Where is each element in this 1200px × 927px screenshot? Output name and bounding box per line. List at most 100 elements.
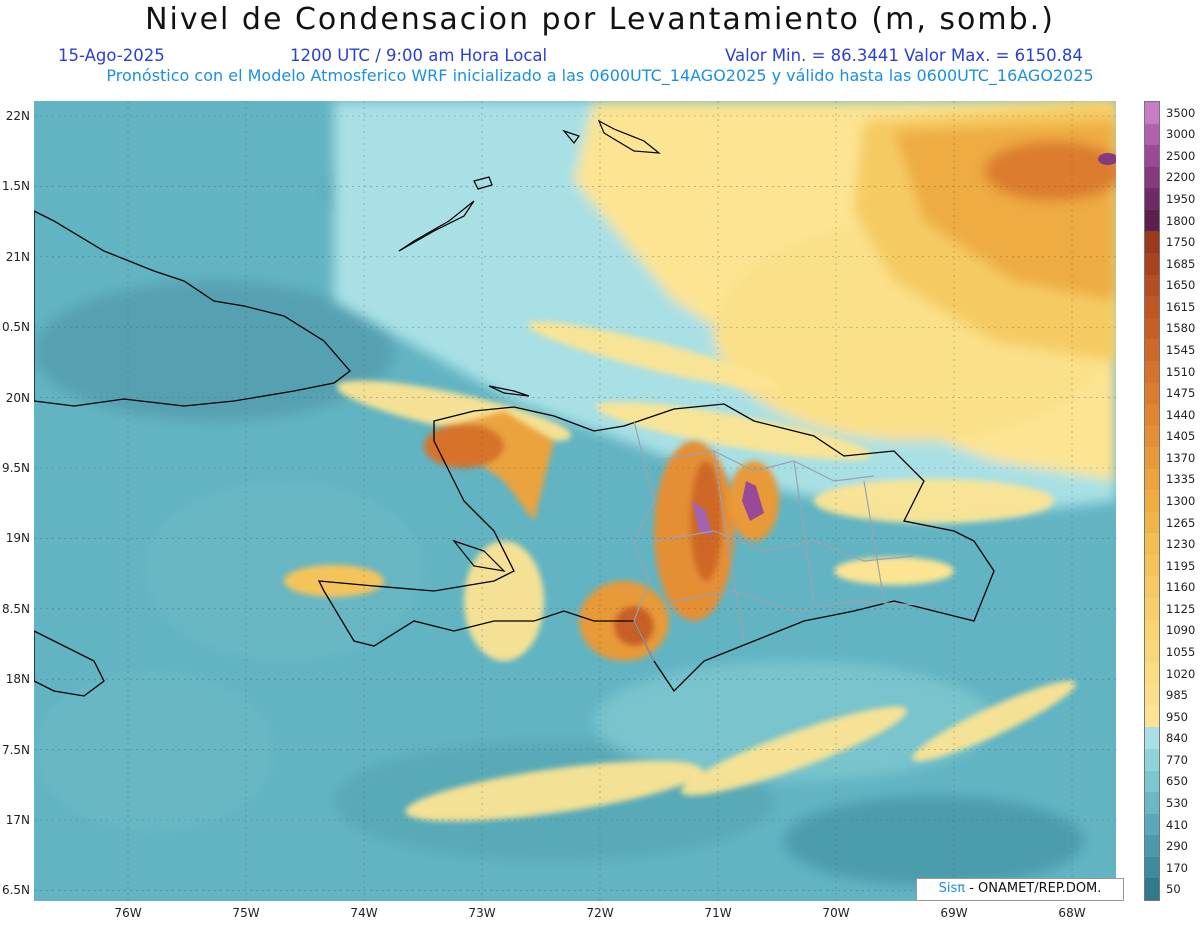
coastline-cuba bbox=[34, 210, 351, 407]
colorbar-segment bbox=[1145, 554, 1159, 577]
colorbar-label: 530 bbox=[1166, 795, 1188, 810]
colorbar-label: 1300 bbox=[1166, 494, 1196, 508]
longitude-label: 76W bbox=[114, 906, 142, 920]
colorbar-label: 3000 bbox=[1166, 127, 1196, 142]
colorbar-label: 1750 bbox=[1166, 235, 1196, 250]
sispi-logo-text: Sisπ bbox=[938, 881, 966, 896]
lcl-map bbox=[34, 101, 1116, 901]
coastline-hispaniola bbox=[317, 403, 995, 693]
latitude-label: 7.5N bbox=[1, 742, 30, 757]
colorbar-label: 1950 bbox=[1166, 192, 1196, 207]
lcl-field bbox=[34, 101, 1116, 901]
colorbar-label: 2200 bbox=[1166, 170, 1196, 185]
colorbar-segment bbox=[1145, 360, 1159, 383]
colorbar-segment bbox=[1145, 749, 1159, 772]
colorbar-label: 1125 bbox=[1166, 601, 1196, 616]
colorbar-label: 1160 bbox=[1166, 580, 1196, 595]
longitude-label: 68W bbox=[1058, 906, 1086, 920]
colorbar-segment bbox=[1145, 619, 1159, 642]
colorbar-label: 1370 bbox=[1166, 450, 1196, 465]
latitude-label: 1.5N bbox=[1, 179, 30, 194]
colorbar-segment bbox=[1145, 447, 1159, 470]
colorbar-segment bbox=[1145, 403, 1159, 426]
colorbar-label: 1440 bbox=[1166, 407, 1196, 422]
colorbar-segment bbox=[1145, 770, 1159, 793]
colorbar-label: 1020 bbox=[1166, 666, 1196, 681]
colorbar-segment bbox=[1145, 209, 1159, 232]
colorbar-label: 1090 bbox=[1166, 623, 1196, 638]
forecast-info: Pronóstico con el Modelo Atmosferico WRF… bbox=[106, 66, 1094, 85]
colorbar-segment bbox=[1145, 641, 1159, 664]
colorbar-segment bbox=[1145, 274, 1159, 297]
latitude-label: 19N bbox=[5, 531, 30, 546]
colorbar-label: 840 bbox=[1166, 731, 1188, 746]
colorbar bbox=[1144, 101, 1160, 901]
colorbar-segment bbox=[1145, 296, 1159, 319]
colorbar-segment bbox=[1145, 792, 1159, 815]
provincial-borders bbox=[633, 420, 935, 662]
longitude-label: 69W bbox=[940, 906, 968, 920]
credit-text: - ONAMET/REP.DOM. bbox=[965, 881, 1102, 896]
colorbar-segment bbox=[1145, 425, 1159, 448]
longitude-label: 72W bbox=[586, 906, 614, 920]
latitude-label: 18N bbox=[5, 672, 30, 687]
colorbar-segment bbox=[1145, 598, 1159, 621]
colorbar-label: 50 bbox=[1166, 882, 1181, 897]
map-title: Nivel de Condensacion por Levantamiento … bbox=[145, 2, 1055, 37]
colorbar-segment bbox=[1145, 662, 1159, 685]
colorbar-segment bbox=[1145, 835, 1159, 858]
colorbar-label: 1475 bbox=[1166, 386, 1196, 401]
colorbar-label: 1230 bbox=[1166, 537, 1196, 552]
colorbar-segment bbox=[1145, 813, 1159, 836]
longitude-label: 74W bbox=[350, 906, 378, 920]
colorbar-segment bbox=[1145, 684, 1159, 707]
longitude-label: 71W bbox=[704, 906, 732, 920]
colorbar-label: 650 bbox=[1166, 774, 1188, 789]
longitude-label: 70W bbox=[822, 906, 850, 920]
colorbar-label: 2500 bbox=[1166, 148, 1196, 163]
colorbar-label: 1405 bbox=[1166, 429, 1196, 444]
coastline-jamaica bbox=[34, 630, 105, 697]
latitude-label: 22N bbox=[5, 109, 30, 123]
colorbar-segment bbox=[1145, 576, 1159, 599]
colorbar-label: 1685 bbox=[1166, 256, 1196, 271]
latitude-label: 6.5N bbox=[1, 883, 30, 898]
latitude-label: 0.5N bbox=[1, 320, 30, 335]
colorbar-segment bbox=[1145, 188, 1159, 211]
colorbar-label: 410 bbox=[1166, 817, 1188, 832]
credit-box: Sisπ - ONAMET/REP.DOM. bbox=[916, 878, 1124, 901]
colorbar-segment bbox=[1145, 317, 1159, 340]
colorbar-segment bbox=[1145, 705, 1159, 728]
latitude-label: 17N bbox=[5, 813, 30, 827]
colorbar-segment bbox=[1145, 468, 1159, 491]
colorbar-label: 1800 bbox=[1166, 213, 1196, 228]
colorbar-segment bbox=[1145, 252, 1159, 276]
valid-date: 15-Ago-2025 bbox=[58, 46, 165, 65]
colorbar-label: 985 bbox=[1166, 688, 1188, 703]
colorbar-label: 1265 bbox=[1166, 515, 1196, 530]
colorbar-segment bbox=[1145, 231, 1159, 254]
colorbar-segment bbox=[1145, 145, 1159, 168]
colorbar-label: 1195 bbox=[1166, 558, 1196, 573]
colorbar-segment bbox=[1145, 166, 1159, 189]
colorbar-label: 770 bbox=[1166, 752, 1188, 767]
colorbar-segment bbox=[1145, 878, 1159, 901]
colorbar-segment bbox=[1145, 339, 1159, 362]
colorbar-label: 3500 bbox=[1166, 105, 1196, 120]
colorbar-label: 1580 bbox=[1166, 321, 1196, 336]
longitude-label: 73W bbox=[468, 906, 496, 920]
colorbar-label: 1615 bbox=[1166, 299, 1196, 314]
colorbar-segment bbox=[1145, 727, 1159, 750]
colorbar-label: 1055 bbox=[1166, 644, 1196, 659]
colorbar-segment bbox=[1145, 511, 1159, 534]
colorbar-label: 290 bbox=[1166, 839, 1188, 854]
colorbar-segment bbox=[1145, 490, 1159, 513]
colorbar-segment bbox=[1145, 102, 1159, 125]
latitude-label: 8.5N bbox=[1, 601, 30, 616]
colorbar-segment bbox=[1145, 856, 1159, 879]
colorbar-label: 1545 bbox=[1166, 343, 1196, 358]
lat-lon-grid bbox=[34, 101, 1116, 901]
colorbar-label: 1650 bbox=[1166, 278, 1196, 293]
valid-time: 1200 UTC / 9:00 am Hora Local bbox=[290, 46, 548, 65]
coastline-bahamas bbox=[398, 119, 661, 572]
